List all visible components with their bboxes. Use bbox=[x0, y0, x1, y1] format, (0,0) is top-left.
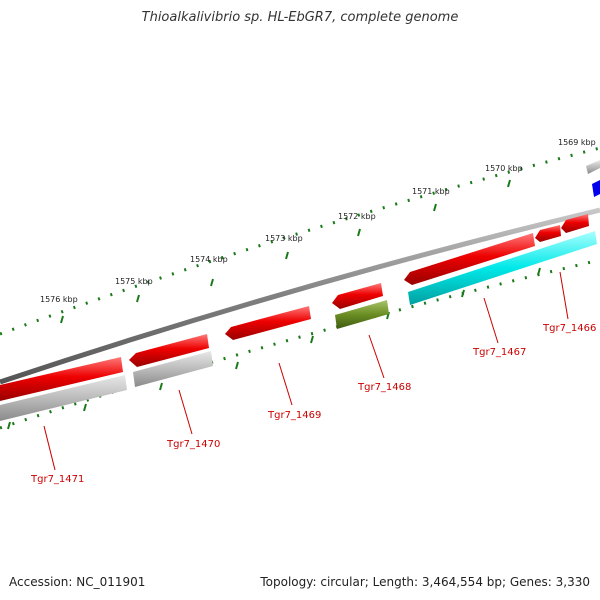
leader-line bbox=[483, 297, 499, 344]
leader-line bbox=[43, 425, 56, 471]
leader-line bbox=[559, 271, 569, 320]
accession-text: Accession: NC_011901 bbox=[9, 575, 146, 589]
gene-arrow-partial-blue[interactable] bbox=[592, 180, 600, 197]
major-tick bbox=[357, 228, 361, 237]
major-tick bbox=[433, 203, 437, 212]
gene-arrow-partial[interactable] bbox=[586, 160, 600, 174]
gene-label[interactable]: Tgr7_1466 bbox=[542, 323, 596, 334]
major-tick bbox=[507, 179, 511, 188]
major-tick bbox=[159, 382, 163, 391]
leader-line bbox=[278, 362, 293, 406]
major-tick bbox=[537, 267, 541, 276]
gene-arrow-tgr7-1470-gray[interactable] bbox=[133, 351, 213, 387]
gene-arrow-tgr7-1470-red[interactable] bbox=[129, 334, 209, 367]
gene-arrow-tgr7-1469[interactable] bbox=[225, 306, 311, 340]
major-tick bbox=[210, 278, 214, 287]
gene-arrow-tgr7-1466-b[interactable] bbox=[535, 225, 561, 242]
gene-label[interactable]: Tgr7_1469 bbox=[267, 410, 321, 421]
gene-arrow-tgr7-1467-cyan[interactable] bbox=[408, 231, 597, 305]
gene-label-leaders bbox=[43, 271, 569, 471]
scale-label: 1576 kbp bbox=[40, 295, 78, 304]
gene-label[interactable]: Tgr7_1468 bbox=[357, 382, 411, 393]
major-tick bbox=[7, 421, 11, 430]
leader-line bbox=[368, 334, 385, 379]
major-tick bbox=[235, 361, 239, 370]
inner-scale-minor-ticks bbox=[0, 258, 600, 430]
gene-label[interactable]: Tgr7_1471 bbox=[30, 474, 84, 485]
scale-label: 1571 kbp bbox=[412, 187, 450, 196]
leader-line bbox=[178, 389, 193, 435]
genome-title: Thioalkalivibrio sp. HL-EbGR7, complete … bbox=[141, 10, 459, 25]
gene-arrow-tgr7-1468-olive[interactable] bbox=[335, 300, 389, 329]
major-tick bbox=[83, 403, 87, 412]
gene-arrow-tgr7-1466-a[interactable] bbox=[561, 214, 589, 233]
scale-label: 1575 kbp bbox=[115, 277, 153, 286]
outer-scale-major-ticks bbox=[60, 179, 511, 324]
scale-label: 1574 kbp bbox=[190, 255, 228, 264]
gene-arrow-tgr7-1467-red[interactable] bbox=[404, 233, 535, 285]
gene-arrow-tgr7-1471-gray[interactable] bbox=[0, 375, 127, 421]
major-tick bbox=[285, 251, 289, 260]
gene-label[interactable]: Tgr7_1467 bbox=[472, 347, 526, 358]
scale-label: 1570 kbp bbox=[485, 164, 523, 173]
major-tick bbox=[310, 335, 314, 344]
scale-label: 1569 kbp bbox=[558, 138, 596, 147]
inner-scale-major-ticks bbox=[7, 267, 541, 430]
gene-arrow-tgr7-1468-red[interactable] bbox=[332, 283, 383, 309]
genome-backbone bbox=[0, 207, 600, 385]
gene-label[interactable]: Tgr7_1470 bbox=[166, 439, 220, 450]
genome-summary-text: Topology: circular; Length: 3,464,554 bp… bbox=[260, 575, 590, 589]
scale-label: 1573 kbp bbox=[265, 234, 303, 243]
gene-arrow-tgr7-1471-red[interactable] bbox=[0, 357, 123, 401]
major-tick bbox=[461, 289, 465, 298]
scale-label: 1572 kbp bbox=[338, 212, 376, 221]
major-tick bbox=[136, 294, 140, 303]
major-tick bbox=[60, 315, 64, 324]
